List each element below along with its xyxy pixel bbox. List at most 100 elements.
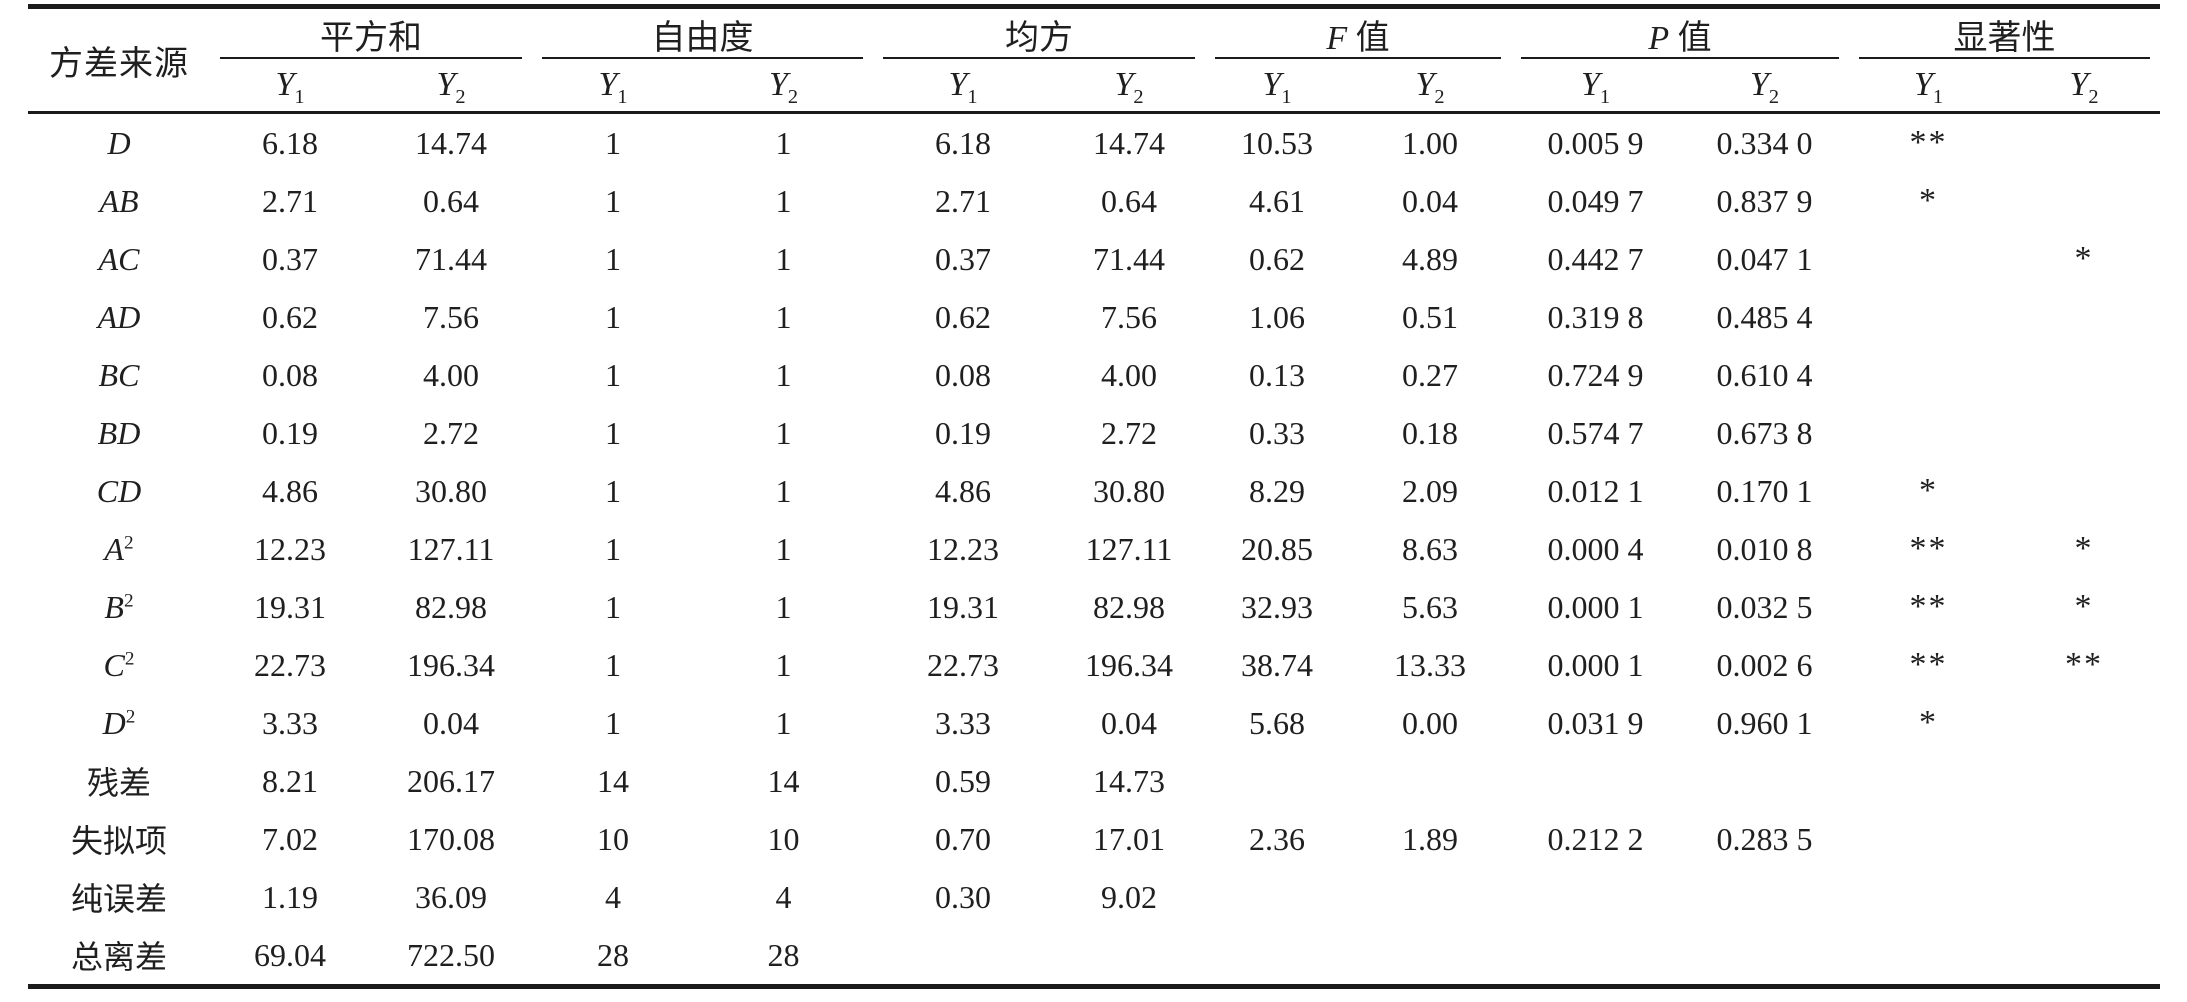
cell-value: 10 <box>597 820 629 857</box>
cell-value: 0.04 <box>1101 704 1157 741</box>
cell-value <box>1205 752 1349 810</box>
cell-value: 1 <box>605 298 621 335</box>
cell-value: 12.23 <box>927 530 999 567</box>
cell-value: 0.442 7 <box>1547 240 1644 277</box>
cell-significance: ** <box>1909 588 1948 625</box>
cell-value: 0.08 <box>262 356 318 393</box>
cell-value: 1 <box>605 356 621 393</box>
cell-significance: ** <box>1909 124 1948 161</box>
cell-significance <box>2008 404 2160 462</box>
cell-value: 0.62 <box>1249 240 1305 277</box>
cell-value: 0.000 1 <box>1547 646 1644 683</box>
cell-value: 2.36 <box>1249 820 1305 857</box>
cell-value: 0.62 <box>935 298 991 335</box>
table-row: AB 2.71 0.64 1 1 2.71 0.64 4.61 0.04 0.049 7 0.837… <box>28 172 2160 230</box>
cell-value: 13.33 <box>1394 646 1466 683</box>
cell-significance: * <box>1919 704 1938 741</box>
cell-value: 28 <box>767 936 800 973</box>
table-row: 总离差 69.04 722.50 28 28 <box>28 926 2160 987</box>
cell-value: 5.68 <box>1249 704 1305 741</box>
column-group-header: F 值 <box>1205 7 1511 60</box>
cell-value: 0.002 6 <box>1716 646 1813 683</box>
cell-value: 14 <box>597 762 629 799</box>
cell-value: 0.04 <box>423 704 479 741</box>
column-group-header: 均方 <box>873 7 1205 60</box>
cell-value: 17.01 <box>1093 820 1165 857</box>
cell-value: 0.64 <box>1101 182 1157 219</box>
cell-value: 127.11 <box>1085 530 1173 567</box>
cell-value: 22.73 <box>254 646 326 683</box>
cell-significance: * <box>2074 240 2094 277</box>
cell-value: 4.89 <box>1402 240 1458 277</box>
cell-value: 6.18 <box>262 124 318 161</box>
cell-value: 4.00 <box>423 356 479 393</box>
cell-value: 4 <box>605 878 621 915</box>
cell-value: 22.73 <box>927 646 999 683</box>
cell-significance: ** <box>1909 646 1948 683</box>
cell-value: 6.18 <box>935 124 991 161</box>
cell-value: 722.50 <box>407 936 495 973</box>
cell-significance <box>1849 810 2008 868</box>
cell-value: 196.34 <box>407 646 495 683</box>
column-group-header: 显著性 <box>1849 7 2160 60</box>
cell-significance: * <box>2074 588 2094 625</box>
cell-value <box>1680 752 1849 810</box>
cell-value: 1 <box>775 124 792 161</box>
cell-significance <box>1849 926 2008 987</box>
cell-significance: ** <box>1909 530 1948 567</box>
cell-value: 127.11 <box>407 530 495 567</box>
cell-value: 3.33 <box>262 704 318 741</box>
cell-value: 2.09 <box>1402 472 1458 509</box>
cell-significance <box>2008 810 2160 868</box>
column-group-header: 自由度 <box>532 7 873 60</box>
cell-value: 1.89 <box>1402 820 1458 857</box>
cell-value: 0.30 <box>935 878 991 915</box>
cell-significance <box>1849 752 2008 810</box>
cell-value: 1 <box>775 588 792 625</box>
cell-value: 1.06 <box>1249 298 1305 335</box>
cell-value: 0.170 1 <box>1716 472 1813 509</box>
cell-value: 4.86 <box>262 472 318 509</box>
cell-significance <box>2008 288 2160 346</box>
cell-significance <box>2008 868 2160 926</box>
cell-value: 4 <box>775 878 792 915</box>
table-row: 纯误差 1.19 36.09 4 4 0.30 9.02 <box>28 868 2160 926</box>
cell-value: 0.51 <box>1402 298 1458 335</box>
cell-value: 2.71 <box>935 182 991 219</box>
cell-value: 1 <box>775 356 792 393</box>
table-row: BD 0.19 2.72 1 1 0.19 2.72 0.33 0.18 0.574 7 0.673… <box>28 404 2160 462</box>
cell-value: 0.19 <box>935 414 991 451</box>
cell-value: 82.98 <box>415 588 487 625</box>
cell-value: 0.334 0 <box>1716 124 1813 161</box>
column-group-header: P 值 <box>1511 7 1849 60</box>
cell-value: 0.000 4 <box>1547 530 1644 567</box>
cell-value: 3.33 <box>935 704 991 741</box>
cell-value: 0.032 5 <box>1716 588 1813 625</box>
cell-significance <box>2008 113 2160 173</box>
cell-value <box>1205 926 1349 987</box>
cell-value <box>1349 868 1511 926</box>
cell-value: 0.62 <box>262 298 318 335</box>
cell-value: 30.80 <box>1093 472 1165 509</box>
cell-value: 4.86 <box>935 472 991 509</box>
cell-value: 0.673 8 <box>1716 414 1813 451</box>
cell-value: 12.23 <box>254 530 326 567</box>
cell-value: 2.72 <box>423 414 479 451</box>
cell-value: 2.72 <box>1101 414 1157 451</box>
table-row: B2 19.31 82.98 1 1 19.31 82.98 32.93 5.63 0.000 1… <box>28 578 2160 636</box>
cell-value: 0.04 <box>1402 182 1458 219</box>
cell-value: 0.37 <box>935 240 991 277</box>
cell-value: 0.33 <box>1249 414 1305 451</box>
cell-value: 8.21 <box>262 762 318 799</box>
cell-value: 19.31 <box>254 588 326 625</box>
cell-value: 1 <box>605 588 621 625</box>
cell-value: 1 <box>775 646 792 683</box>
cell-value: 14.74 <box>415 124 487 161</box>
cell-value: 1 <box>775 240 792 277</box>
cell-value: 0.837 9 <box>1716 182 1813 219</box>
cell-value: 82.98 <box>1093 588 1165 625</box>
cell-value: 0.37 <box>262 240 318 277</box>
cell-value: 0.70 <box>935 820 991 857</box>
